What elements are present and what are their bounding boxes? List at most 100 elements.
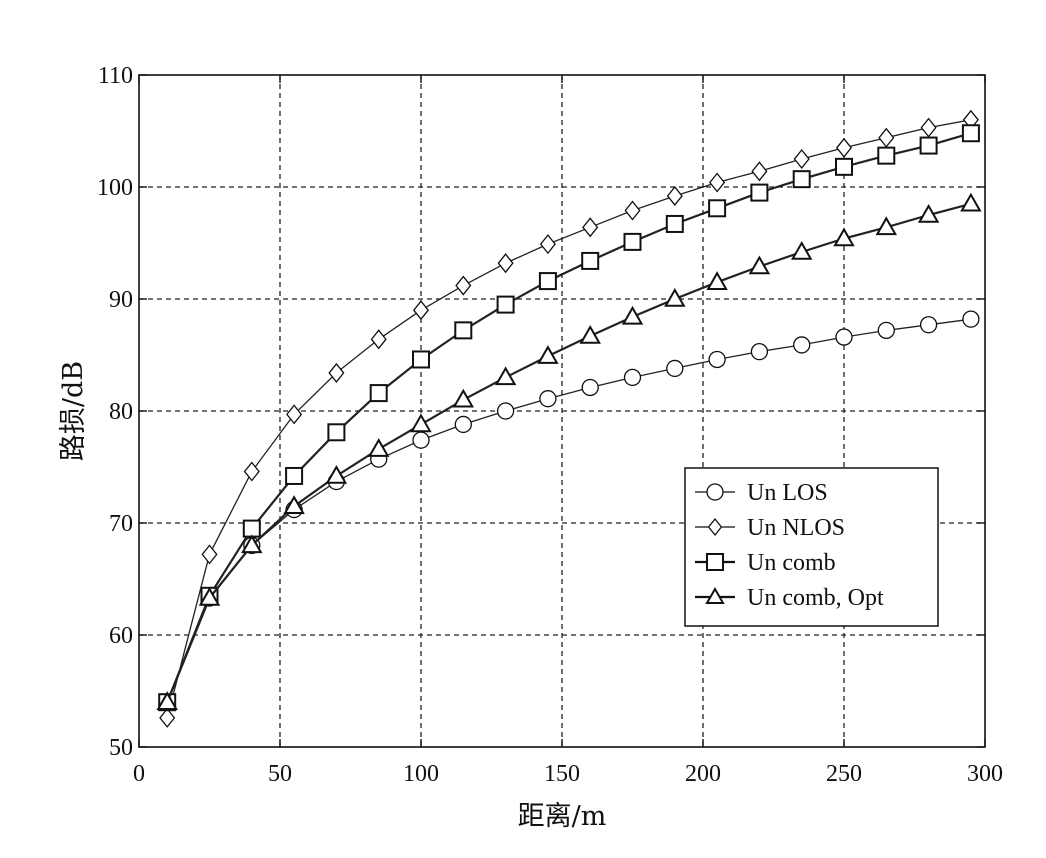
y-tick-label: 70 <box>109 511 133 537</box>
x-tick-label: 200 <box>685 761 721 787</box>
data-point-un-comb-opt <box>748 255 771 275</box>
data-point-un-nlos <box>582 217 599 238</box>
data-point-un-comb <box>369 384 388 403</box>
y-tick-label: 80 <box>109 399 133 425</box>
legend: Un LOS Un NLOS Un comb Un comb, Opt <box>684 467 939 627</box>
data-point-un-nlos <box>412 300 430 321</box>
data-point-un-comb <box>285 466 304 485</box>
data-point-un-comb-opt <box>790 240 813 260</box>
data-point-un-comb-opt <box>325 464 348 484</box>
data-point-un-nlos <box>201 544 218 565</box>
data-point-un-los <box>539 390 557 408</box>
x-tick-label: 50 <box>268 761 292 787</box>
x-axis-label: 距离/m <box>518 801 607 832</box>
data-point-un-comb <box>919 136 938 155</box>
series-group <box>156 109 982 728</box>
data-point-un-comb <box>623 232 642 251</box>
data-point-un-comb-opt <box>198 587 221 606</box>
data-point-un-nlos <box>878 127 895 148</box>
x-tick-label: 150 <box>544 761 580 787</box>
series-un-nlos <box>159 109 979 728</box>
data-point-un-comb-opt <box>960 192 982 212</box>
y-axis-label: 路损/dB <box>58 361 89 461</box>
data-point-un-comb <box>835 157 853 176</box>
legend-marker-un-los <box>706 483 724 501</box>
data-point-un-comb-opt <box>283 495 305 514</box>
data-point-un-los <box>623 368 642 387</box>
x-tick-label: 0 <box>133 761 145 787</box>
data-point-un-nlos <box>920 117 937 138</box>
data-point-un-nlos <box>159 707 176 728</box>
data-point-un-nlos <box>370 329 387 350</box>
data-point-un-comb <box>665 214 684 233</box>
data-point-un-comb-opt <box>452 388 475 408</box>
grid-lines <box>139 75 985 747</box>
data-point-un-los <box>962 310 980 328</box>
data-point-un-los <box>581 378 599 397</box>
data-point-un-comb-opt <box>833 227 855 247</box>
data-point-un-comb-opt <box>917 203 940 223</box>
x-tick-label: 100 <box>403 761 439 787</box>
data-point-un-los <box>750 342 769 361</box>
legend-marker-un-comb-opt <box>705 586 725 604</box>
legend-label-un-comb-opt: Un comb, Opt <box>747 585 884 611</box>
data-point-un-los <box>835 328 853 346</box>
series-un-comb-opt <box>156 192 982 710</box>
x-tick-label: 250 <box>826 761 862 787</box>
y-tick-label: 60 <box>109 623 133 649</box>
series-un-comb <box>158 124 980 712</box>
data-point-un-los <box>412 431 430 449</box>
legend-marker-un-nlos <box>707 517 723 537</box>
legend-label-un-nlos: Un NLOS <box>747 515 845 541</box>
data-point-un-comb <box>792 170 811 189</box>
y-tick-label: 90 <box>109 287 133 313</box>
legend-marker-un-comb <box>706 553 724 571</box>
data-point-un-nlos <box>666 185 683 207</box>
data-point-un-comb-opt <box>494 366 517 386</box>
data-point-un-nlos <box>455 275 472 296</box>
data-point-un-comb <box>961 124 980 143</box>
data-point-un-nlos <box>497 253 514 274</box>
data-point-un-los <box>919 316 938 334</box>
series-line-un-comb-opt <box>166 202 972 703</box>
data-point-un-comb <box>496 295 515 314</box>
data-point-un-nlos <box>286 404 303 425</box>
data-point-un-comb <box>538 272 557 291</box>
data-point-un-nlos <box>793 148 810 170</box>
data-point-un-comb-opt <box>621 305 644 325</box>
series-line-un-nlos <box>166 119 972 719</box>
data-point-un-comb <box>708 199 727 218</box>
data-point-un-comb <box>750 183 769 202</box>
data-point-un-comb-opt <box>241 534 263 554</box>
data-point-un-comb-opt <box>537 345 559 364</box>
y-tick-label: 50 <box>109 735 133 761</box>
data-point-un-los <box>496 402 515 420</box>
data-point-un-los <box>793 336 811 354</box>
data-point-un-los <box>666 359 684 378</box>
data-point-un-nlos <box>751 161 768 182</box>
data-point-un-comb <box>242 519 261 538</box>
data-point-un-los <box>877 321 895 340</box>
data-point-un-comb <box>877 146 896 165</box>
x-tick-label: 300 <box>967 761 1003 787</box>
y-tick-label: 100 <box>97 175 133 201</box>
data-point-un-los <box>708 350 726 369</box>
data-point-un-comb-opt <box>579 324 601 344</box>
data-point-un-comb-opt <box>156 691 178 710</box>
data-point-un-comb <box>454 321 473 340</box>
legend-box <box>684 467 939 627</box>
data-point-un-comb <box>327 423 346 442</box>
data-point-un-comb-opt <box>875 216 898 236</box>
data-point-un-nlos <box>328 362 345 383</box>
data-point-un-comb-opt <box>410 413 432 433</box>
legend-label-un-comb: Un comb <box>747 550 836 576</box>
y-tick-label: 110 <box>98 63 133 89</box>
data-point-un-nlos <box>709 172 726 193</box>
data-point-un-los <box>454 415 472 434</box>
data-point-un-nlos <box>835 137 853 158</box>
data-point-un-comb <box>581 251 600 270</box>
data-point-un-nlos <box>243 461 260 482</box>
data-point-un-comb-opt <box>706 271 728 290</box>
data-point-un-comb-opt <box>367 438 390 457</box>
